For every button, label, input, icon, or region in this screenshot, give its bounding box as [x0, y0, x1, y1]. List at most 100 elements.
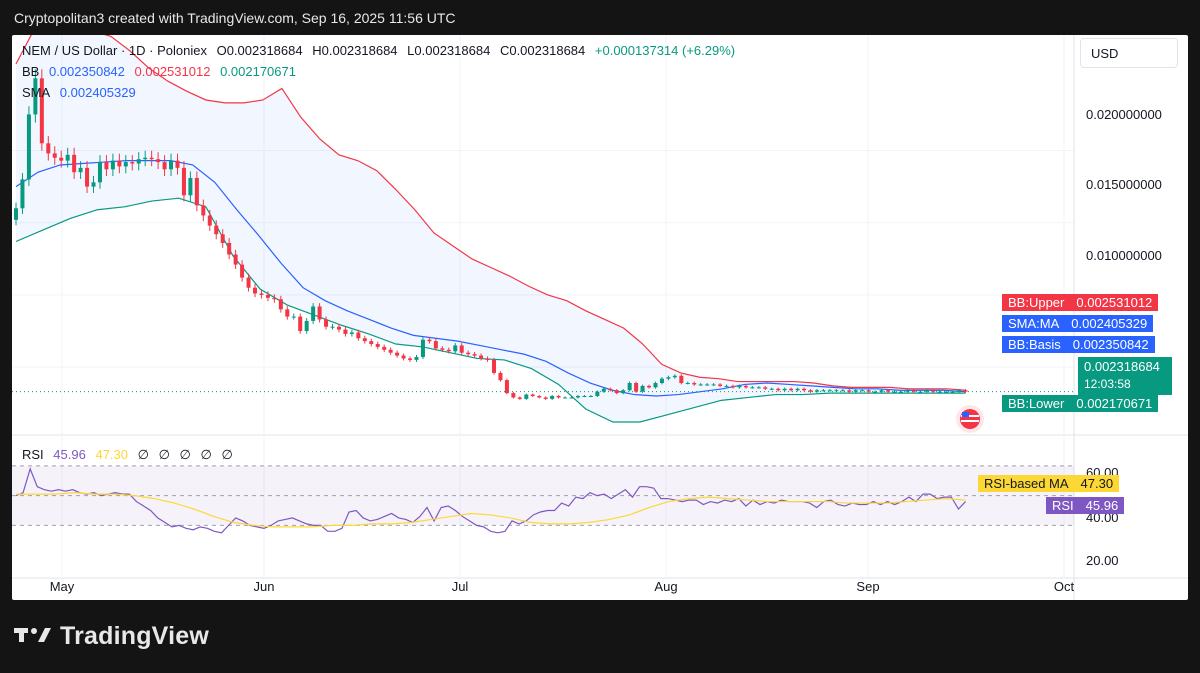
- flag-stripe: [961, 415, 979, 417]
- currency-button[interactable]: USD: [1080, 38, 1178, 68]
- candle-body: [743, 385, 748, 388]
- candle-body: [679, 375, 684, 384]
- candle-body: [517, 397, 522, 399]
- candle-body: [240, 264, 245, 278]
- candle-body: [265, 294, 270, 298]
- chart-frame[interactable]: May Jun Jul Aug Sep Oct USD NEM / US Dollar ·…: [12, 35, 1188, 600]
- sma-legend[interactable]: SMA 0.002405329: [22, 85, 142, 100]
- sma-line: [15, 160, 966, 397]
- candle-body: [905, 390, 910, 392]
- candle-body: [698, 384, 703, 386]
- candle-body: [886, 390, 891, 392]
- tradingview-logo-icon: [14, 623, 52, 652]
- candle-body: [104, 162, 109, 170]
- rsi-legend[interactable]: RSI 45.96 47.30 ∅ ∅ ∅ ∅ ∅: [22, 447, 239, 463]
- candle-body: [653, 383, 658, 388]
- candle-body: [827, 390, 832, 392]
- high-value: H0.002318684: [312, 43, 398, 58]
- candle-body: [97, 162, 102, 183]
- candle-body: [892, 391, 897, 393]
- candle-body: [769, 388, 774, 390]
- candle-body: [918, 391, 923, 393]
- candle-body: [575, 396, 580, 398]
- bb-legend[interactable]: BB 0.002350842 0.002531012 0.002170671: [22, 64, 302, 79]
- sma-value: 0.002405329: [59, 85, 136, 100]
- time-tick: Aug: [654, 579, 677, 594]
- candle-body: [201, 205, 206, 216]
- candle-body: [194, 177, 199, 206]
- bollinger-bands: [12, 35, 1074, 423]
- candle-body: [479, 355, 484, 359]
- candle-body: [627, 383, 632, 391]
- candle-body: [446, 349, 451, 352]
- candlesticks: [13, 69, 968, 400]
- candle-body: [343, 329, 348, 334]
- tradingview-brand[interactable]: TradingView: [14, 622, 209, 652]
- chart-attribution: Cryptopolitan3 created with TradingView.…: [14, 10, 456, 26]
- sma-price-label: SMA:MA 0.002405329: [1002, 315, 1154, 332]
- open-value: O0.002318684: [216, 43, 303, 58]
- candle-body: [737, 385, 742, 388]
- candle-body: [207, 215, 212, 226]
- candle-body: [181, 167, 186, 196]
- candle-body: [330, 326, 335, 328]
- candle-body: [634, 383, 639, 392]
- candle-body: [530, 394, 535, 397]
- candle-body: [369, 341, 374, 345]
- candle-body: [672, 375, 677, 378]
- candle-body: [156, 159, 161, 163]
- candle-body: [110, 160, 115, 170]
- candle-body: [776, 388, 781, 391]
- candle-body: [408, 358, 413, 360]
- candle-body: [879, 390, 884, 392]
- candle-body: [311, 306, 316, 321]
- rsi-price: 45.96: [1079, 497, 1125, 514]
- price-tick: 0.020000000: [1086, 107, 1162, 122]
- candle-body: [26, 114, 31, 180]
- time-tick: Oct: [1054, 579, 1075, 594]
- flag-stripe: [961, 420, 979, 422]
- candle-body: [944, 391, 949, 393]
- candle-body: [52, 153, 57, 158]
- rsi-line: [15, 467, 966, 534]
- rsi-label[interactable]: RSI: [22, 447, 44, 462]
- candle-body: [46, 143, 51, 154]
- candle-body: [20, 179, 25, 209]
- close-value: C0.002318684: [499, 43, 586, 58]
- symbol-title[interactable]: NEM / US Dollar · 1D · Poloniex: [22, 43, 207, 58]
- candle-body: [821, 390, 826, 392]
- candle-body: [802, 388, 807, 391]
- candle-body: [685, 383, 690, 385]
- rsi-tick: 20.00: [1086, 553, 1119, 568]
- bb-lower-price-label: BB:Lower 0.002170671: [1002, 395, 1159, 412]
- rsi-price-label: RSI 45.96: [1046, 497, 1125, 514]
- candle-body: [937, 391, 942, 393]
- flag-canton: [962, 412, 969, 417]
- candle-body: [246, 277, 251, 288]
- candle-body: [298, 316, 303, 332]
- symbol-legend[interactable]: NEM / US Dollar · 1D · Poloniex O0.00231…: [22, 43, 741, 58]
- candle-body: [524, 394, 529, 399]
- bb-lower-price: 0.002170671: [1070, 395, 1159, 412]
- rsi-key: RSI: [1046, 497, 1080, 514]
- candle-body: [227, 242, 232, 255]
- candle-body: [853, 390, 858, 392]
- sma-label[interactable]: SMA: [22, 85, 51, 100]
- bb-basis-price: 0.002350842: [1066, 336, 1155, 353]
- candle-body: [563, 397, 568, 399]
- sma-price: 0.002405329: [1065, 315, 1154, 332]
- time-tick: May: [50, 579, 75, 594]
- candle-body: [795, 388, 800, 391]
- candle-body: [873, 391, 878, 393]
- bb-upper-key: BB:Upper: [1002, 294, 1071, 311]
- bb-label[interactable]: BB: [22, 64, 40, 79]
- candle-body: [588, 396, 593, 398]
- candle-body: [78, 167, 83, 173]
- bar-countdown: 12:03:58: [1084, 377, 1131, 391]
- candle-body: [834, 390, 839, 392]
- candle-body: [85, 167, 90, 187]
- candle-body: [550, 396, 555, 399]
- candle-body: [705, 384, 710, 386]
- bb-upper-value: 0.002531012: [134, 64, 211, 79]
- candle-body: [13, 208, 19, 220]
